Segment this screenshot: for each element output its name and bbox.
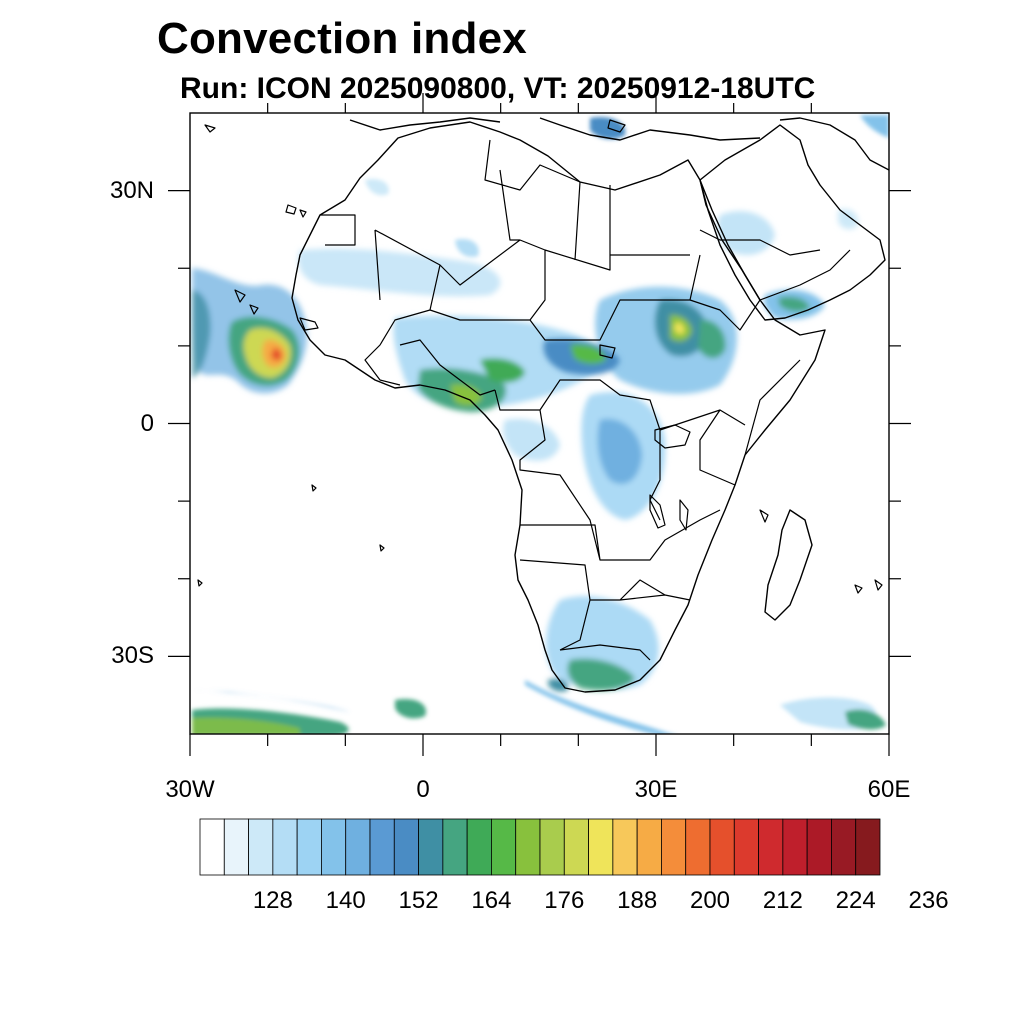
colorbar-swatch	[466, 818, 492, 876]
lon-tick-label-30w: 30W	[165, 776, 215, 803]
lon-tick-label-prime-meridian: 0	[416, 776, 430, 803]
convection-cell-atlantic	[192, 268, 308, 394]
islands-outlines	[197, 119, 883, 594]
colorbar-label: 128	[252, 887, 293, 914]
colorbar-label: 200	[689, 887, 731, 914]
madagascar-coastline	[764, 509, 813, 621]
colorbar-label: 224	[835, 887, 876, 914]
lake-outlines	[599, 344, 691, 531]
colorbar-swatch	[709, 818, 735, 876]
colorbar-swatch	[831, 818, 857, 876]
colorbar-label: 188	[617, 887, 658, 914]
lon-tick-label-30e: 30E	[634, 776, 678, 803]
colorbar-swatch	[491, 818, 517, 876]
chart-subtitle: Run: ICON 2025090800, VT: 20250912-18UTC	[180, 72, 816, 105]
colorbar-swatch	[515, 818, 541, 876]
map-outlines	[197, 117, 889, 693]
red-sea-coastline	[699, 179, 761, 301]
colorbar-swatch	[782, 818, 808, 876]
convection-cell-southern-ocean	[192, 680, 886, 734]
colorbar-swatch	[321, 818, 347, 876]
colorbar-swatch	[296, 818, 322, 876]
country-borders	[320, 139, 851, 661]
colorbar-swatch	[539, 818, 565, 876]
colorbar	[199, 818, 881, 876]
lon-tick-label-60e: 60E	[867, 776, 911, 803]
map-plot-area	[192, 115, 889, 734]
colorbar-swatch	[369, 818, 395, 876]
colorbar-swatch	[685, 818, 711, 876]
colorbar-swatch	[248, 818, 274, 876]
africa-coastline	[291, 121, 826, 693]
colorbar-swatch	[661, 818, 687, 876]
convection-cell-south-africa	[545, 596, 659, 692]
colorbar-swatch	[612, 818, 638, 876]
colorbar-swatch	[563, 818, 589, 876]
colorbar-label: 176	[544, 887, 585, 914]
lat-tick-label-30s: 30S	[111, 642, 154, 670]
colorbar-label: 164	[471, 887, 512, 914]
europe-coastline	[349, 117, 889, 171]
arabia-coastline	[699, 124, 886, 321]
map-frame	[168, 93, 911, 756]
colorbar-label: 152	[398, 887, 439, 914]
tick-marks	[168, 93, 911, 756]
colorbar-swatch	[442, 818, 468, 876]
colorbar-swatch	[345, 818, 371, 876]
colorbar-swatch	[418, 818, 444, 876]
colorbar-swatch	[855, 818, 881, 876]
convection-cell-ethiopia	[595, 286, 737, 395]
colorbar-swatch	[393, 818, 419, 876]
colorbar-label: 236	[908, 887, 949, 914]
colorbar-swatch	[733, 818, 759, 876]
colorbar-swatch	[272, 818, 298, 876]
colorbar-swatch	[636, 818, 662, 876]
colorbar-swatch	[588, 818, 614, 876]
chart-title: Convection index	[157, 14, 527, 63]
lat-tick-label-30n: 30N	[109, 176, 154, 204]
colorbar-swatch	[199, 818, 225, 876]
colorbar-label: 140	[325, 887, 366, 914]
convection-cell-arabia	[717, 208, 859, 320]
colorbar-swatch	[223, 818, 249, 876]
lat-tick-label-equator: 0	[140, 409, 154, 437]
colorbar-swatch	[758, 818, 784, 876]
convection-cell-congo	[503, 338, 666, 520]
colorbar-swatch	[806, 818, 832, 876]
convection-cell-sahel	[298, 248, 600, 412]
colorbar-label: 212	[762, 887, 803, 914]
convection-field	[192, 115, 889, 734]
